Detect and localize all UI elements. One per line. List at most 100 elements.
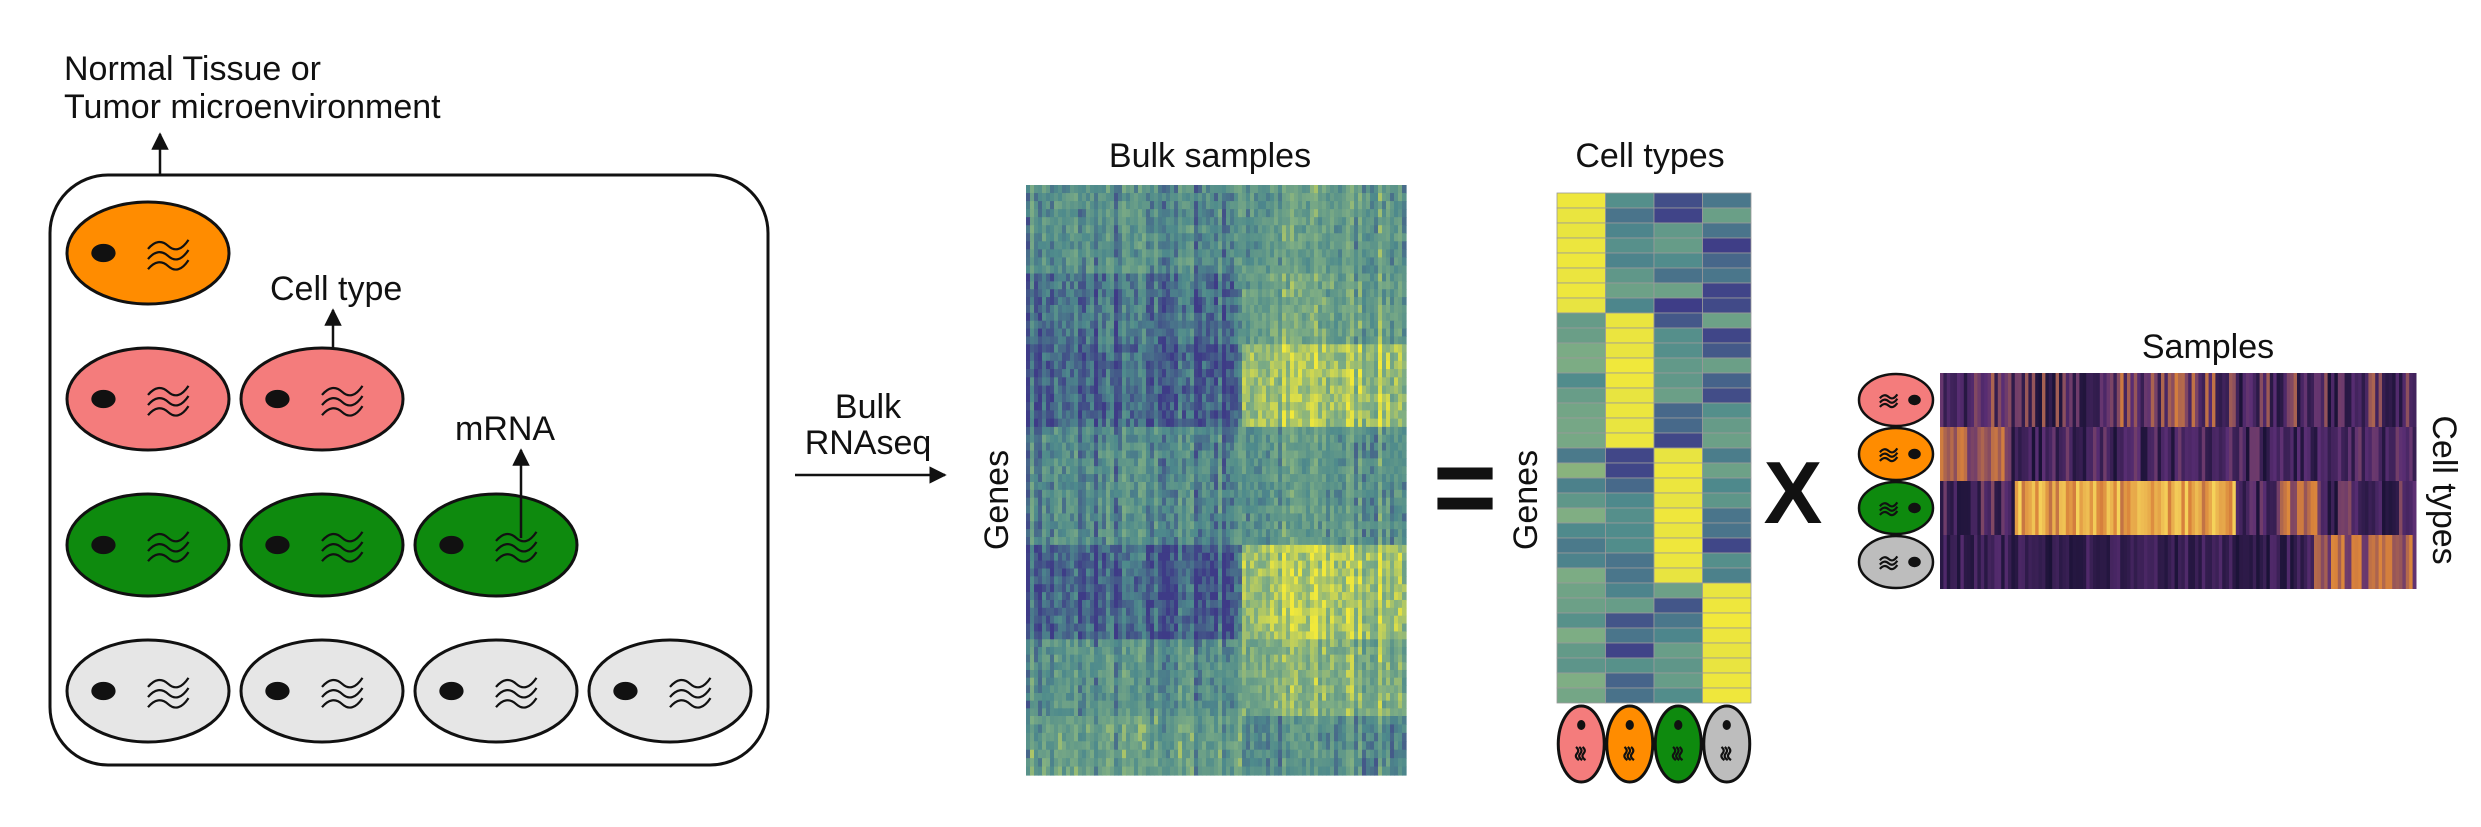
bulk-heatmap-cell bbox=[1254, 592, 1259, 601]
bulk-heatmap-cell bbox=[1050, 344, 1055, 354]
bulk-heatmap-cell bbox=[1150, 377, 1155, 387]
bulk-heatmap-cell bbox=[1394, 225, 1399, 234]
bulk-heatmap-cell bbox=[1166, 385, 1171, 395]
bulk-heatmap-cell bbox=[1134, 418, 1139, 428]
bulk-heatmap-cell bbox=[1278, 385, 1283, 395]
bulk-heatmap-cell bbox=[1174, 505, 1179, 515]
bulk-heatmap-cell bbox=[1138, 568, 1143, 577]
bulk-heatmap-cell bbox=[1178, 592, 1183, 601]
bulk-heatmap-cell bbox=[1074, 418, 1079, 428]
bulk-heatmap-cell bbox=[1150, 466, 1155, 475]
bulk-heatmap-cell bbox=[1070, 537, 1075, 546]
bulk-heatmap-cell bbox=[1326, 225, 1331, 234]
bulk-heatmap-cell bbox=[1378, 450, 1383, 459]
bulk-heatmap-cell bbox=[1210, 320, 1215, 330]
bulk-heatmap-cell bbox=[1158, 402, 1163, 411]
bulk-heatmap-cell bbox=[1362, 241, 1367, 250]
bulk-heatmap-cell bbox=[1222, 552, 1227, 562]
bulk-heatmap-cell bbox=[1346, 369, 1351, 378]
bulk-heatmap-cell bbox=[1226, 560, 1231, 570]
bulk-heatmap-cell bbox=[1206, 304, 1211, 314]
bulk-heatmap-cell bbox=[1306, 458, 1311, 467]
bulk-heatmap-cell bbox=[1266, 450, 1271, 459]
bulk-heatmap-cell bbox=[1286, 297, 1291, 306]
bulk-heatmap-cell bbox=[1306, 434, 1311, 444]
bulk-heatmap-cell bbox=[1242, 344, 1247, 354]
bulk-heatmap-cell bbox=[1150, 352, 1155, 362]
bulk-heatmap-cell bbox=[1274, 281, 1279, 290]
bulk-heatmap-cell bbox=[1362, 273, 1367, 282]
bulk-heatmap-cell bbox=[1086, 360, 1091, 370]
bulk-heatmap-cell bbox=[1386, 328, 1391, 338]
bulk-heatmap-cell bbox=[1282, 273, 1287, 282]
bulk-heatmap-cell bbox=[1314, 474, 1319, 483]
bulk-heatmap-cell bbox=[1230, 568, 1235, 577]
bulk-heatmap-cell bbox=[1046, 360, 1051, 370]
bulk-heatmap-cell bbox=[1118, 336, 1123, 345]
bulk-heatmap-cell bbox=[1234, 466, 1239, 475]
bulk-heatmap-cell bbox=[1358, 289, 1363, 298]
bulk-heatmap-cell bbox=[1102, 225, 1107, 234]
bulk-heatmap-cell bbox=[1210, 434, 1215, 444]
bulk-heatmap-cell bbox=[1274, 505, 1279, 515]
bulk-heatmap-cell bbox=[1222, 273, 1227, 282]
bulk-heatmap-cell bbox=[1222, 336, 1227, 345]
bulk-heatmap-cell bbox=[1226, 385, 1231, 395]
bulk-heatmap-cell bbox=[1162, 426, 1167, 436]
bulk-heatmap-cell bbox=[1266, 377, 1271, 387]
bulk-heatmap-cell bbox=[1254, 497, 1259, 507]
bulk-heatmap-cell bbox=[1366, 544, 1371, 554]
bulk-heatmap-cell bbox=[1038, 450, 1043, 459]
bulk-heatmap-cell bbox=[1038, 513, 1043, 522]
bulk-heatmap-cell bbox=[1378, 529, 1383, 538]
bulk-heatmap-cell bbox=[1198, 225, 1203, 234]
bulk-heatmap-cell bbox=[1074, 336, 1079, 345]
bulk-heatmap-cell bbox=[1278, 257, 1283, 267]
bulk-heatmap-cell bbox=[1162, 297, 1167, 306]
bulk-heatmap-cell bbox=[1362, 249, 1367, 259]
bulk-heatmap-cell bbox=[1126, 402, 1131, 411]
bulk-heatmap-cell bbox=[1258, 568, 1263, 577]
bulk-heatmap-cell bbox=[1302, 385, 1307, 395]
bulk-heatmap-cell bbox=[1354, 185, 1359, 194]
bulk-heatmap-cell bbox=[1398, 369, 1403, 378]
bulk-heatmap-cell bbox=[1270, 312, 1275, 322]
bulk-heatmap-cell bbox=[1158, 352, 1163, 362]
bulk-heatmap-cell bbox=[1334, 537, 1339, 546]
bulk-heatmap-cell bbox=[1050, 497, 1055, 507]
bulk-heatmap-cell bbox=[1166, 584, 1171, 593]
bulk-heatmap-cell bbox=[1134, 402, 1139, 411]
bulk-heatmap-cell bbox=[1094, 265, 1099, 275]
bulk-heatmap-cell bbox=[1262, 426, 1267, 436]
bulk-heatmap-cell bbox=[1070, 289, 1075, 298]
bulk-heatmap-cell bbox=[1162, 434, 1167, 444]
bulk-heatmap-cell bbox=[1186, 233, 1191, 242]
bulk-heatmap-cell bbox=[1222, 225, 1227, 234]
bulk-heatmap-cell bbox=[1058, 544, 1063, 554]
bulk-heatmap-cell bbox=[1378, 544, 1383, 554]
bulk-heatmap-cell bbox=[1030, 466, 1035, 475]
bulk-heatmap-cell bbox=[1122, 344, 1127, 354]
bulk-heatmap-cell bbox=[1174, 466, 1179, 475]
bulk-heatmap-cell bbox=[1310, 336, 1315, 345]
bulk-heatmap-cell bbox=[1358, 458, 1363, 467]
bulk-heatmap-cell bbox=[1294, 568, 1299, 577]
bulk-heatmap-cell bbox=[1370, 584, 1375, 593]
bulk-heatmap-cell bbox=[1338, 273, 1343, 282]
bulk-heatmap-cell bbox=[1214, 450, 1219, 459]
bulk-heatmap-cell bbox=[1202, 217, 1207, 226]
bulk-heatmap-cell bbox=[1362, 497, 1367, 507]
bulk-heatmap-cell bbox=[1258, 233, 1263, 242]
bulk-heatmap-cell bbox=[1250, 450, 1255, 459]
cell-nucleus bbox=[91, 681, 116, 701]
bulk-heatmap-cell bbox=[1378, 201, 1383, 210]
bulk-heatmap-cell bbox=[1122, 568, 1127, 577]
bulk-heatmap-cell bbox=[1162, 369, 1167, 378]
bulk-heatmap-cell bbox=[1386, 402, 1391, 411]
bulk-heatmap-cell bbox=[1162, 560, 1167, 570]
bulk-heatmap-cell bbox=[1286, 233, 1291, 242]
bulk-heatmap-cell bbox=[1242, 265, 1247, 275]
bulk-heatmap-cell bbox=[1118, 481, 1123, 491]
bulk-heatmap-cell bbox=[1286, 552, 1291, 562]
bulk-heatmap-cell bbox=[1062, 352, 1067, 362]
